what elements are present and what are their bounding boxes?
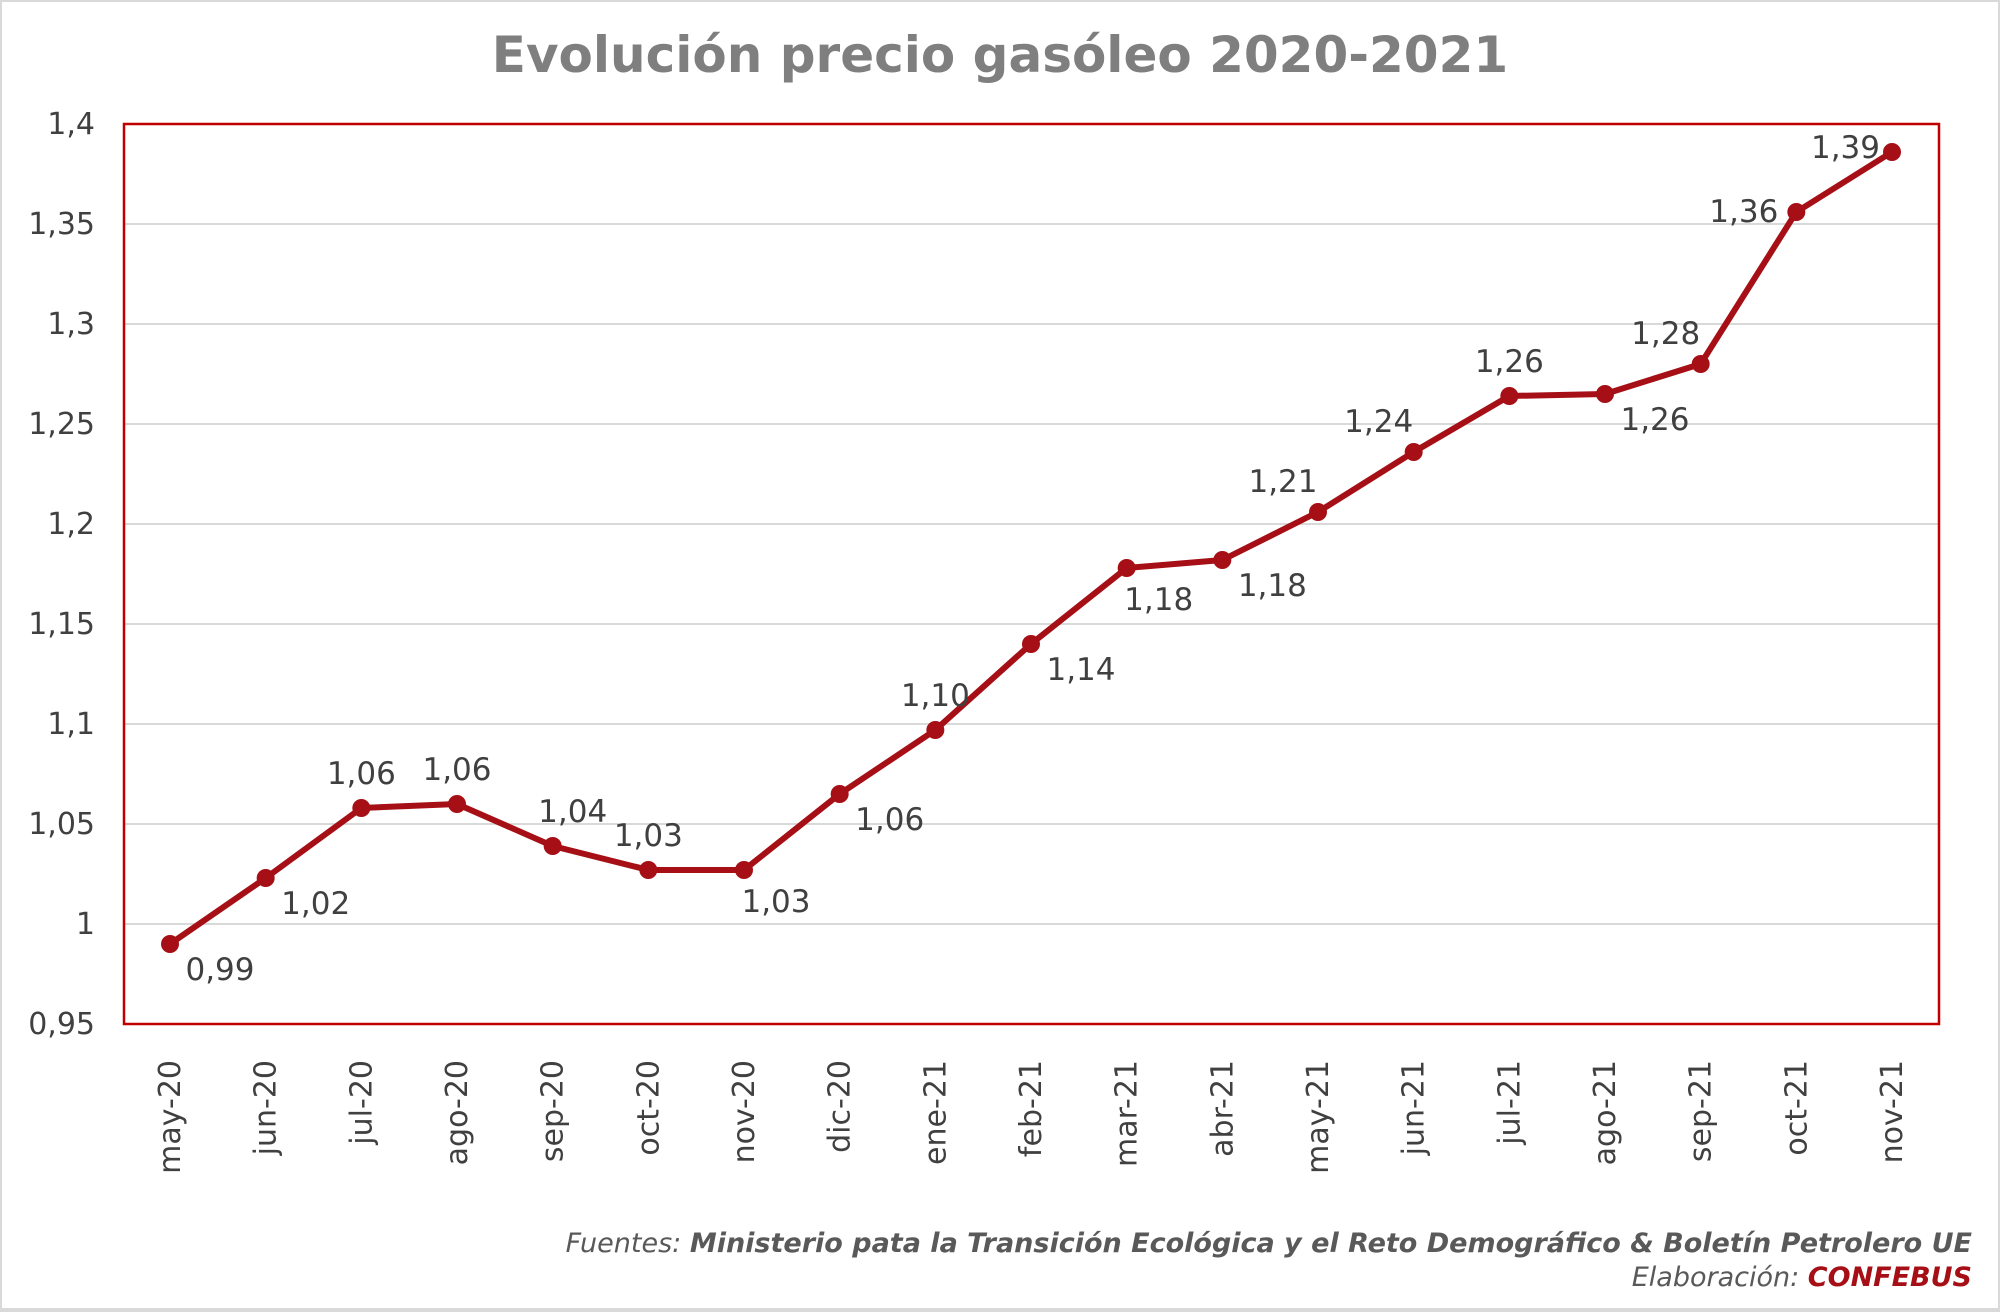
data-point — [1022, 635, 1040, 653]
x-tick-label: jul-20 — [344, 1060, 379, 1146]
data-point — [161, 935, 179, 953]
y-tick-label: 1,15 — [28, 607, 95, 642]
data-label: 1,26 — [1475, 344, 1544, 380]
plot-area-border — [122, 122, 1941, 1026]
chart-title: Evolución precio gasóleo 2020-2021 — [492, 26, 1508, 84]
y-tick-label: 1,2 — [47, 507, 95, 542]
data-point — [1500, 387, 1519, 405]
y-tick-label: 1,05 — [28, 807, 95, 842]
data-label: 1,10 — [901, 678, 970, 714]
data-label: 1,24 — [1344, 404, 1413, 440]
data-label: 1,18 — [1238, 568, 1307, 604]
x-tick-label: mar-21 — [1110, 1060, 1145, 1167]
data-point — [1117, 559, 1136, 577]
data-label: 1,06 — [422, 752, 491, 788]
data-point — [1691, 355, 1710, 373]
credit-note: Elaboración: CONFEBUS — [1632, 1262, 1972, 1293]
x-tick-label: nov-20 — [727, 1060, 762, 1163]
data-point — [1787, 203, 1806, 221]
data-point — [1404, 443, 1423, 461]
data-point — [926, 721, 945, 739]
x-tick-label: nov-21 — [1875, 1060, 1910, 1163]
data-point — [735, 861, 753, 879]
sources-label: Fuentes: — [565, 1228, 690, 1259]
data-label: 1,06 — [855, 802, 924, 838]
x-tick-label: ago-20 — [440, 1060, 475, 1165]
x-tick-label: oct-21 — [1779, 1060, 1814, 1156]
credit-text: CONFEBUS — [1807, 1262, 1972, 1293]
x-tick-label: oct-20 — [631, 1060, 666, 1156]
data-label: 1,28 — [1631, 316, 1700, 352]
x-tick-label: ago-21 — [1588, 1060, 1623, 1165]
x-tick-label: dic-20 — [823, 1060, 858, 1153]
data-point — [256, 869, 275, 887]
data-point — [639, 861, 658, 879]
data-label: 1,39 — [1811, 130, 1880, 166]
data-point — [448, 795, 466, 813]
data-label: 1,06 — [327, 756, 396, 792]
y-tick-label: 1,35 — [28, 207, 95, 242]
data-label: 1,03 — [741, 884, 810, 920]
sources-note: Fuentes: Ministerio pata la Transición E… — [566, 1228, 1972, 1259]
x-tick-label: feb-21 — [1014, 1060, 1049, 1157]
data-point — [1213, 551, 1232, 569]
data-label: 1,18 — [1124, 582, 1193, 618]
data-point — [830, 785, 849, 803]
credit-label: Elaboración: — [1631, 1262, 1808, 1293]
x-tick-label: sep-20 — [536, 1060, 571, 1162]
x-tick-label: may-20 — [153, 1060, 188, 1174]
x-tick-label: may-21 — [1301, 1060, 1336, 1174]
series-line — [168, 149, 1894, 947]
x-tick-label: jun-20 — [249, 1060, 284, 1156]
data-label: 1,04 — [538, 794, 607, 830]
x-tick-label: jul-21 — [1492, 1060, 1527, 1146]
x-tick-label: jun-21 — [1397, 1060, 1432, 1156]
data-point — [543, 837, 562, 855]
data-label: 1,36 — [1709, 194, 1778, 230]
y-tick-label: 0,95 — [28, 1007, 95, 1042]
y-tick-label: 1 — [76, 907, 95, 942]
data-point — [1596, 385, 1614, 403]
x-tick-label: abr-21 — [1205, 1060, 1240, 1157]
data-label: 1,02 — [281, 886, 350, 922]
y-tick-label: 1,1 — [47, 707, 95, 742]
x-tick-label: sep-21 — [1684, 1060, 1719, 1162]
x-tick-label: ene-21 — [918, 1060, 953, 1165]
data-label: 1,14 — [1046, 652, 1115, 688]
data-label: 1,26 — [1620, 402, 1689, 438]
data-point — [352, 799, 371, 817]
y-tick-label: 1,3 — [47, 307, 95, 342]
y-tick-label: 1,4 — [47, 107, 95, 142]
data-point — [1309, 503, 1327, 521]
data-label: 1,03 — [614, 818, 683, 854]
y-tick-label: 1,25 — [28, 407, 95, 442]
data-point — [1883, 143, 1901, 161]
data-label: 1,21 — [1248, 464, 1317, 500]
sources-text: Ministerio pata la Transición Ecológica … — [689, 1228, 1972, 1259]
data-label: 0,99 — [185, 952, 254, 988]
